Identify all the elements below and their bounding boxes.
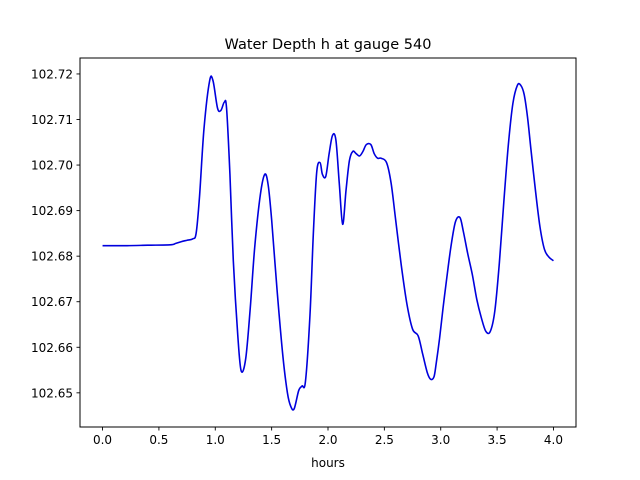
- x-tick-label: 0.0: [93, 433, 112, 447]
- x-tick-label: 2.5: [375, 433, 394, 447]
- x-tick-label: 3.0: [431, 433, 450, 447]
- x-tick-label: 1.5: [262, 433, 281, 447]
- y-tick-label: 102.70: [31, 159, 73, 173]
- x-axis-label: hours: [311, 456, 345, 470]
- x-tick-label: 3.5: [488, 433, 507, 447]
- plot-frame: [79, 57, 577, 428]
- x-tick-label: 0.5: [149, 433, 168, 447]
- chart-title: Water Depth h at gauge 540: [225, 37, 432, 53]
- y-tick-label: 102.72: [31, 67, 73, 81]
- series-layer: [102, 75, 554, 411]
- series-line: [102, 75, 554, 411]
- y-tick-label: 102.69: [31, 204, 73, 218]
- plot-area: [80, 58, 576, 427]
- y-tick-label: 102.68: [31, 250, 73, 264]
- y-tick-label: 102.71: [31, 113, 73, 127]
- y-tick-label: 102.66: [31, 341, 73, 355]
- x-tick-label: 1.0: [206, 433, 225, 447]
- ticks-layer: 0.0 0.5 1.0 1.5 2.0 2.5 3.0 3.5 4.0 102.65 102.66 1…: [31, 67, 563, 447]
- y-tick-label: 102.65: [31, 386, 73, 400]
- y-tick-label: 102.67: [31, 295, 73, 309]
- x-tick-label: 2.0: [318, 433, 337, 447]
- x-tick-label: 4.0: [544, 433, 563, 447]
